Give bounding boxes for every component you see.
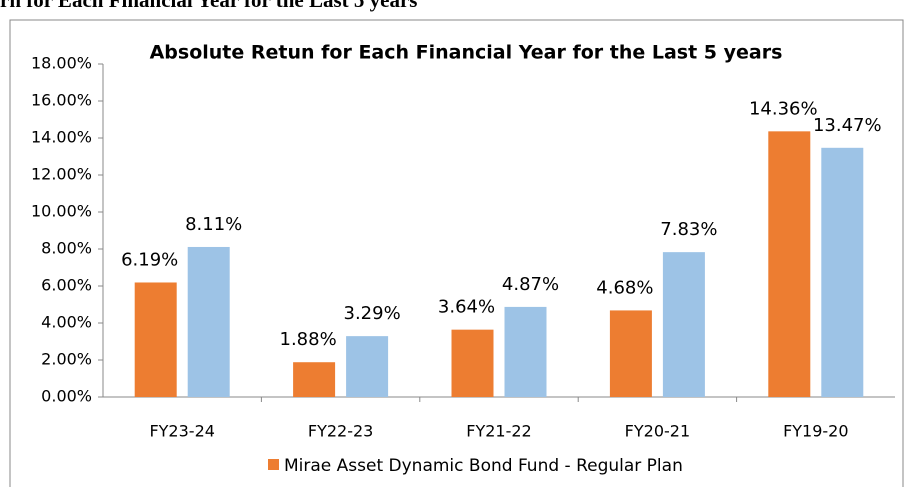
legend-swatch	[268, 459, 279, 470]
bar	[346, 336, 389, 397]
y-tick-label: 12.00%	[31, 165, 92, 184]
bar	[504, 306, 547, 397]
y-tick-label: 18.00%	[31, 54, 92, 73]
data-label: 4.68%	[596, 277, 653, 298]
y-tick-label: 14.00%	[31, 128, 92, 147]
bar	[134, 282, 177, 397]
y-tick-label: 0.00%	[41, 387, 92, 406]
page-heading: rn for Each Financial Year for the Last …	[0, 0, 417, 12]
data-label: 1.88%	[280, 329, 337, 350]
y-tick-label: 4.00%	[41, 313, 92, 332]
bar	[609, 310, 652, 397]
legend-label: Mirae Asset Dynamic Bond Fund - Regular …	[284, 456, 683, 476]
x-tick-label: FY22-23	[308, 422, 373, 441]
data-label: 3.64%	[438, 297, 495, 318]
x-tick-label: FY19-20	[783, 422, 848, 441]
data-label: 6.19%	[121, 249, 178, 270]
bar	[662, 252, 705, 397]
data-label: 13.47%	[813, 115, 882, 136]
chart-title: Absolute Retun for Each Financial Year f…	[150, 42, 783, 64]
data-label: 4.87%	[502, 274, 559, 295]
y-tick-label: 6.00%	[41, 276, 92, 295]
x-tick-label: FY20-21	[625, 422, 690, 441]
x-tick-label: FY23-24	[149, 422, 214, 441]
data-label: 8.11%	[185, 214, 242, 235]
data-label: 3.29%	[344, 303, 401, 324]
data-label: 14.36%	[749, 98, 818, 119]
y-tick-label: 2.00%	[41, 350, 92, 369]
y-tick-label: 10.00%	[31, 202, 92, 221]
y-tick-label: 16.00%	[31, 91, 92, 110]
bar	[451, 329, 494, 397]
bar	[768, 131, 811, 397]
bar	[187, 246, 230, 397]
x-tick-label: FY21-22	[466, 422, 531, 441]
data-label: 7.83%	[660, 219, 717, 240]
bar	[293, 362, 336, 397]
bar	[821, 147, 864, 397]
y-tick-label: 8.00%	[41, 239, 92, 258]
